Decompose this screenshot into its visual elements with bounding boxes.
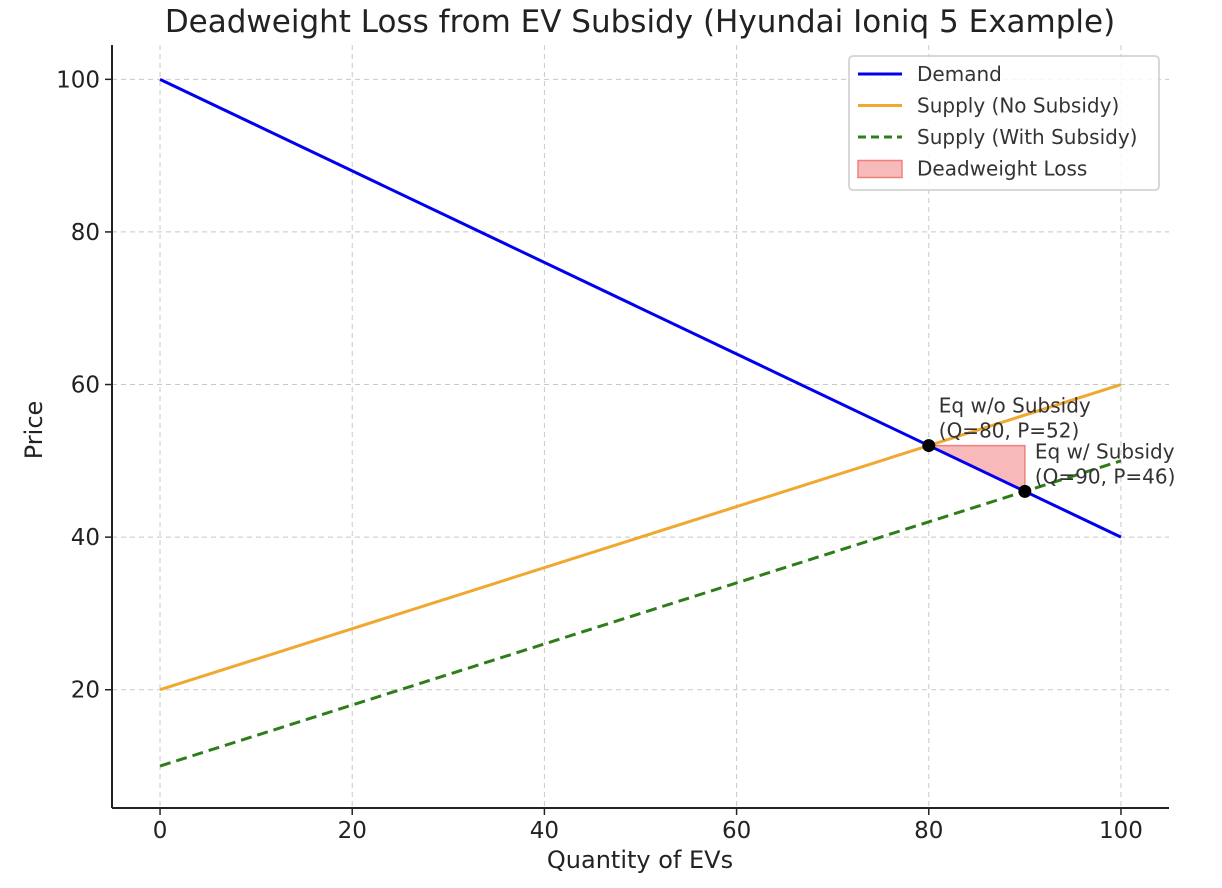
y-axis-label: Price [20, 401, 48, 460]
y-tick-label: 40 [71, 525, 100, 551]
x-tick-label: 80 [914, 818, 943, 844]
equilibrium-point-1 [1018, 484, 1032, 498]
equilibrium-label-0-line1: Eq w/o Subsidy [939, 394, 1091, 418]
x-tick-label: 60 [722, 818, 751, 844]
equilibrium-label-1-line2: (Q=90, P=46) [1035, 464, 1176, 488]
legend-label-2: Supply (With Subsidy) [917, 125, 1137, 149]
series-line-2 [159, 459, 1122, 768]
y-tick-label: 80 [71, 220, 100, 246]
x-tick-label: 100 [1099, 818, 1143, 844]
equilibrium-point-0 [922, 439, 936, 453]
axis-ticks: 0 20 40 60 80 100 20 40 60 80 100 [56, 67, 1143, 844]
x-tick-label: 40 [530, 818, 559, 844]
equilibrium-label-0-line2: (Q=80, P=52) [939, 419, 1080, 443]
legend-label-0: Demand [917, 62, 1002, 86]
y-tick-label: 100 [56, 67, 100, 93]
equilibrium-annotations: Eq w/o Subsidy(Q=80, P=52)Eq w/ Subsidy(… [939, 394, 1176, 489]
chart-title: Deadweight Loss from EV Subsidy (Hyundai… [165, 4, 1115, 40]
equilibrium-points [922, 439, 1032, 498]
legend: Demand Supply (No Subsidy) Supply (With Su… [848, 55, 1160, 191]
series-line-0 [159, 77, 1122, 539]
legend-label-3: Deadweight Loss [917, 157, 1087, 181]
legend-swatch-3 [857, 159, 903, 179]
legend-label-1: Supply (No Subsidy) [917, 94, 1119, 118]
y-tick-label: 20 [71, 678, 100, 704]
series-line-1 [159, 383, 1122, 692]
x-tick-label: 0 [153, 818, 168, 844]
x-axis-label: Quantity of EVs [547, 846, 733, 874]
equilibrium-label-1-line1: Eq w/ Subsidy [1035, 439, 1175, 463]
series-lines [159, 77, 1122, 768]
y-tick-label: 60 [71, 373, 100, 399]
legend-frame [848, 55, 1160, 191]
x-tick-label: 20 [338, 818, 367, 844]
